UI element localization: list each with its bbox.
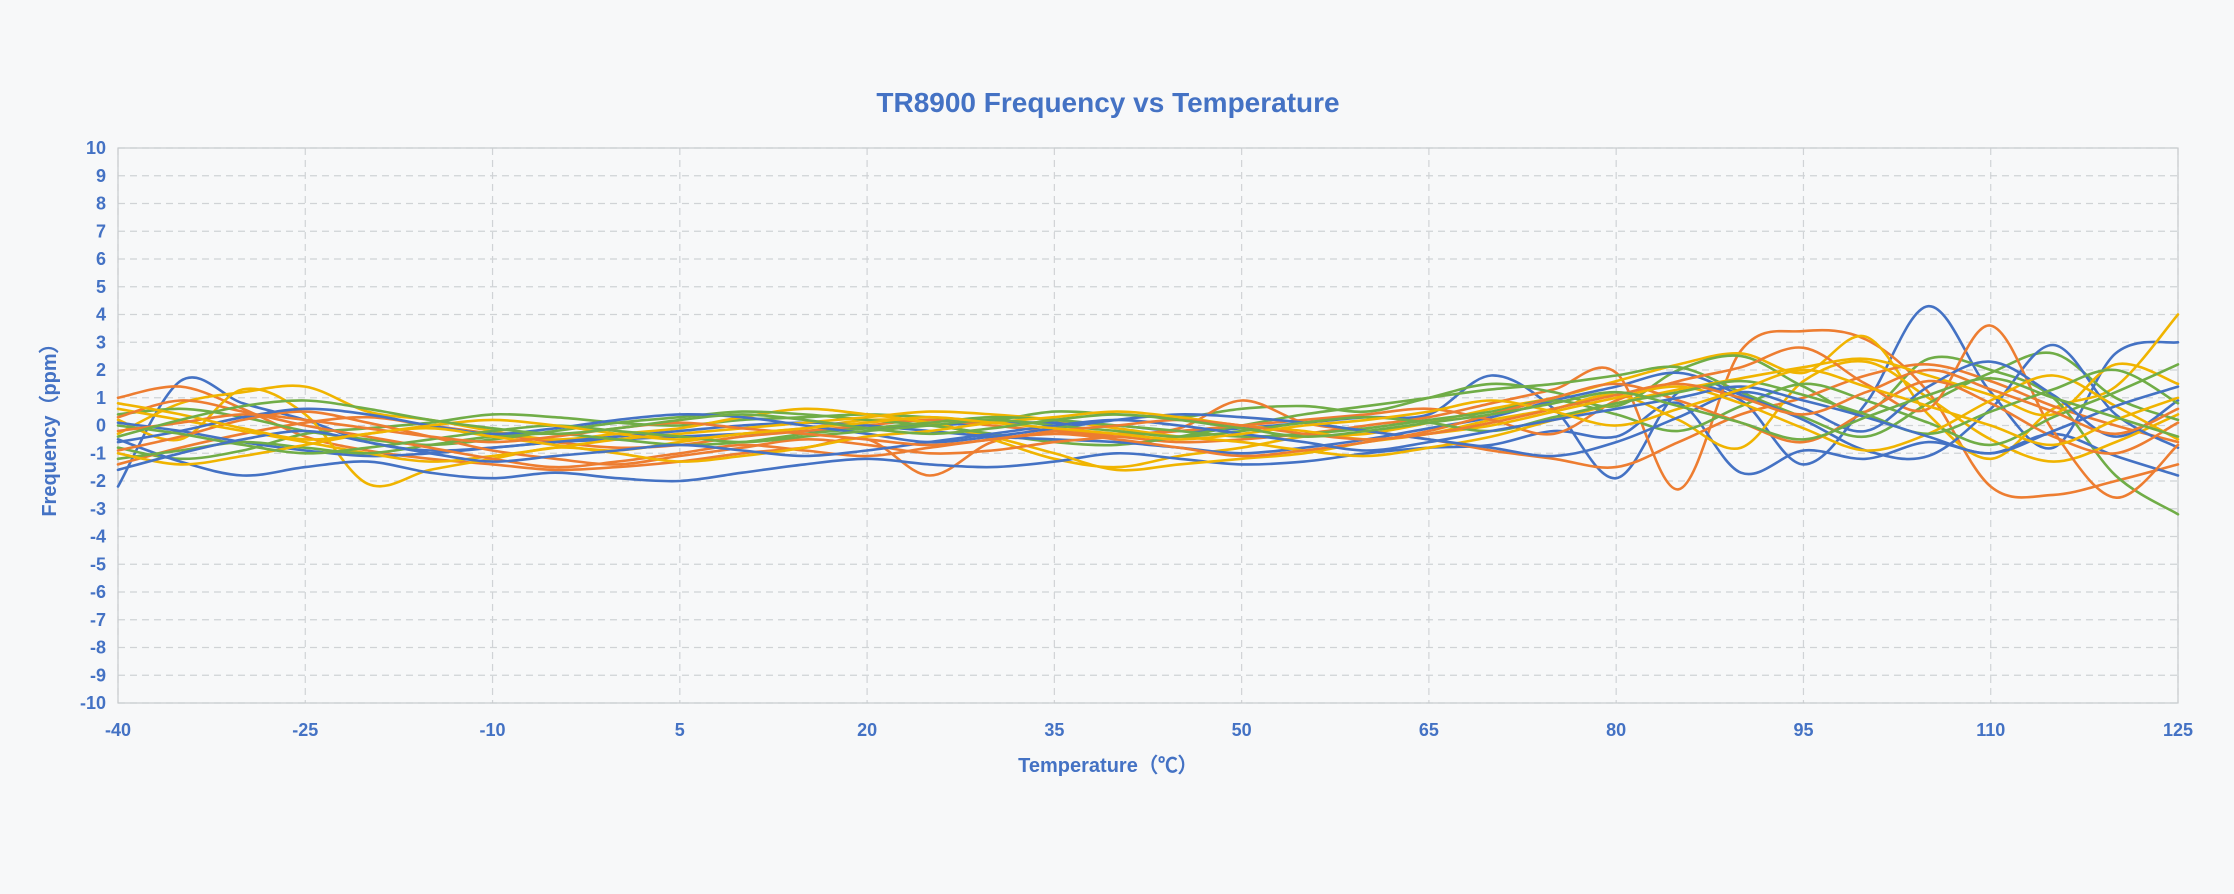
y-tick-label: 2: [96, 360, 106, 380]
y-tick-label: 5: [96, 277, 106, 297]
y-tick-label: -2: [90, 471, 106, 491]
y-tick-label: -10: [80, 693, 106, 713]
series-line-14: [116, 379, 2180, 469]
y-tick-label: -3: [90, 499, 106, 519]
y-tick-label: 1: [96, 388, 106, 408]
x-tick-label: -10: [480, 720, 506, 740]
data-series-group: [116, 304, 2180, 516]
series-line-5: [116, 401, 2180, 483]
y-tick-label: 6: [96, 249, 106, 269]
y-tick-label: 4: [96, 305, 106, 325]
x-tick-label: 110: [1976, 720, 2005, 740]
y-tick-label: 9: [96, 166, 106, 186]
y-tick-label: 10: [86, 138, 106, 158]
x-tick-label: 65: [1419, 720, 1439, 740]
y-tick-label: 0: [96, 416, 106, 436]
x-tick-label: 35: [1044, 720, 1064, 740]
series-line-12: [116, 363, 2180, 461]
y-tick-label: -6: [90, 582, 106, 602]
series-line-19: [116, 368, 2180, 447]
y-tick-label: -4: [90, 527, 106, 547]
y-tick-label: 3: [96, 332, 106, 352]
x-tick-label: 50: [1232, 720, 1252, 740]
y-tick-label: -7: [90, 610, 106, 630]
x-tick-label: 20: [857, 720, 877, 740]
x-tick-label: 125: [2163, 720, 2193, 740]
series-line-3: [116, 313, 2180, 488]
x-tick-label: -40: [105, 720, 131, 740]
series-line-17: [116, 385, 2180, 472]
chart-title: TR8900 Frequency vs Temperature: [876, 87, 1339, 118]
x-tick-label: -25: [292, 720, 318, 740]
y-axis-label: Frequency（ppm）: [38, 333, 61, 516]
y-tick-label: 7: [96, 221, 106, 241]
x-axis-ticks: -40 -25 -10 5 20 35 50 65 80 95 110 125: [105, 720, 2193, 740]
x-tick-label: 80: [1606, 720, 1626, 740]
x-axis-label: Temperature（℃）: [1018, 754, 1198, 777]
x-tick-label: 95: [1793, 720, 1813, 740]
x-tick-label: 5: [675, 720, 685, 740]
y-tick-label: -9: [90, 665, 106, 685]
series-line-16: [116, 368, 2180, 455]
y-tick-label: 8: [96, 194, 106, 214]
y-tick-label: -8: [90, 638, 106, 658]
y-tick-label: -5: [90, 554, 106, 574]
series-line-20: [116, 376, 2180, 441]
y-tick-label: -1: [90, 443, 106, 463]
